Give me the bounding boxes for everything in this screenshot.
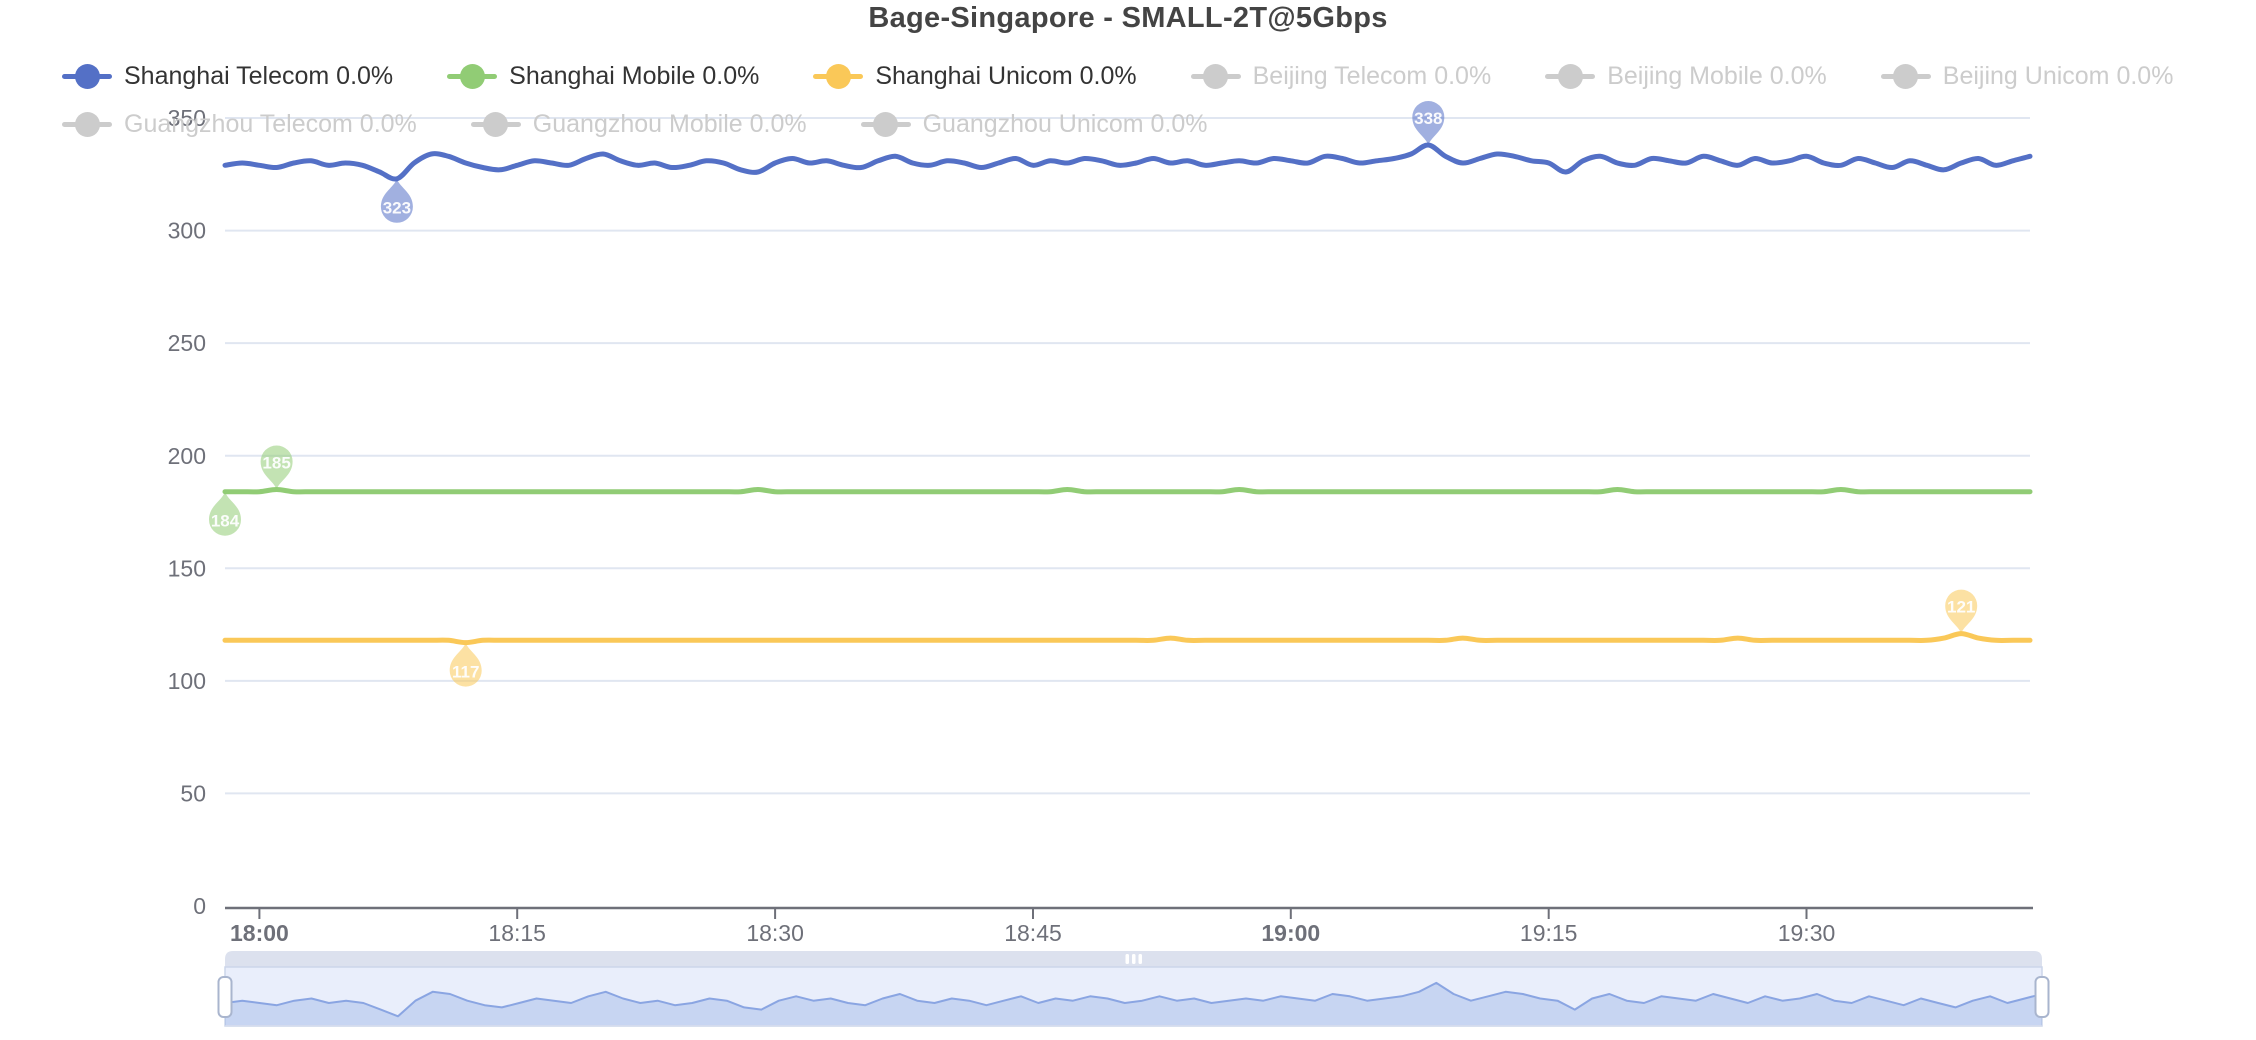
series-line-shanghai-mobile <box>222 487 2033 495</box>
x-axis: 18:00 18:15 18:30 18:45 19:00 19:15 19:30 <box>225 906 2033 946</box>
markpoint-min-shanghai-mobile: 184 <box>209 491 241 536</box>
markpoint-balloon-icon <box>380 178 413 223</box>
legend-item-beijing-unicom-0-0[interactable]: Beijing Unicom 0.0% <box>1880 58 2174 94</box>
legend-line-marker-icon <box>860 111 911 137</box>
data-zoom-area <box>225 982 2042 1025</box>
data-zoom-line <box>224 981 2043 1018</box>
markpoint-value: 185 <box>262 453 290 472</box>
y-axis-labels: 0 50 100 150 200 250 300 350 <box>168 105 206 919</box>
markpoint-balloon-icon <box>260 445 293 490</box>
data-zoom-slider <box>217 951 2050 1027</box>
data-zoom-handle-right[interactable] <box>2034 976 2050 1018</box>
legend-item-shanghai-telecom-0-0[interactable]: Shanghai Telecom 0.0% <box>62 58 393 94</box>
legend-label: Guangzhou Telecom 0.0% <box>124 110 417 138</box>
x-axis-label-19-00: 19:00 <box>1261 920 1320 946</box>
markpoint-min-shanghai-unicom: 117 <box>449 642 482 687</box>
legend-label: Shanghai Mobile 0.0% <box>509 62 760 90</box>
legend-row-1: Shanghai Telecom 0.0% Shanghai Mobile 0.0… <box>62 58 2173 94</box>
markpoint-max-shanghai-mobile: 185 <box>260 445 293 490</box>
y-axis-label-250: 250 <box>168 330 206 356</box>
legend-line-marker-icon <box>813 63 864 89</box>
y-axis-label-300: 300 <box>168 218 206 244</box>
legend-item-beijing-telecom-0-0[interactable]: Beijing Telecom 0.0% <box>1190 58 1492 94</box>
y-axis-label-0: 0 <box>193 893 206 919</box>
legend-item-shanghai-mobile-0-0[interactable]: Shanghai Mobile 0.0% <box>447 58 759 94</box>
legend-label: Guangzhou Unicom 0.0% <box>922 110 1208 138</box>
legend-icon-dot <box>74 111 100 137</box>
legend-item-guangzhou-unicom-0-0[interactable]: Guangzhou Unicom 0.0% <box>860 106 1208 142</box>
legend-label: Shanghai Telecom 0.0% <box>124 62 394 90</box>
legend-icon-dot <box>1203 63 1229 89</box>
grip-bar <box>1138 954 1142 964</box>
x-axis-label-18-15: 18:15 <box>488 920 546 946</box>
markpoint-balloon-icon <box>209 491 241 536</box>
series-line-shanghai-telecom <box>222 142 2033 182</box>
markpoint-balloon-icon <box>1412 101 1445 145</box>
markpoint-balloon-icon <box>449 642 482 687</box>
x-axis-label-18-00: 18:00 <box>230 920 289 946</box>
grid-lines <box>225 117 2030 795</box>
y-axis-label-200: 200 <box>168 443 206 469</box>
grip-bar <box>1132 954 1136 964</box>
legend-line-marker-icon <box>1880 63 1931 89</box>
legend-icon-dot <box>1557 63 1583 89</box>
x-axis-label-19-30: 19:30 <box>1778 920 1836 946</box>
data-zoom-handle-left[interactable] <box>217 976 233 1018</box>
legend-item-guangzhou-mobile-0-0[interactable]: Guangzhou Mobile 0.0% <box>470 106 807 142</box>
markpoint-value: 323 <box>383 199 411 218</box>
legend-label: Beijing Unicom 0.0% <box>1942 62 2174 90</box>
y-axis-label-150: 150 <box>168 555 206 581</box>
chart-title: Bage-Singapore - SMALL-2T@5Gbps <box>868 2 1388 34</box>
legend-item-beijing-mobile-0-0[interactable]: Beijing Mobile 0.0% <box>1545 58 1827 94</box>
legend-line-marker-icon <box>1545 63 1596 89</box>
legend-icon-dot <box>483 111 509 137</box>
legend-line-marker-icon <box>62 63 112 89</box>
legend-icon-dot <box>74 63 100 89</box>
legend-label: Guangzhou Mobile 0.0% <box>532 110 807 138</box>
markpoint-value: 121 <box>1947 598 1975 617</box>
legend-label: Shanghai Unicom 0.0% <box>875 62 1137 90</box>
legend-label: Beijing Mobile 0.0% <box>1607 62 1827 90</box>
legend-line-marker-icon <box>1190 63 1241 89</box>
series-line-shanghai-unicom <box>222 631 2033 646</box>
x-axis-label-18-45: 18:45 <box>1004 920 1062 946</box>
markpoint-value: 117 <box>452 663 479 682</box>
x-axis-label-19-15: 19:15 <box>1520 920 1578 946</box>
markpoint-balloon-icon <box>1945 589 1978 634</box>
markpoint-value: 184 <box>211 512 240 531</box>
markpoint-value: 338 <box>1414 109 1442 128</box>
legend-icon-dot <box>459 63 485 89</box>
markpoint-min-shanghai-telecom: 323 <box>380 178 413 223</box>
legend-line-marker-icon <box>62 111 112 137</box>
y-axis-label-50: 50 <box>180 780 206 806</box>
legend-row-2: Guangzhou Telecom 0.0% Guangzhou Mobile 0… <box>62 106 1207 142</box>
data-zoom-grip-icon[interactable] <box>1125 954 1143 964</box>
legend-label: Beijing Telecom 0.0% <box>1252 62 1492 90</box>
data-zoom-window[interactable] <box>224 966 2043 1027</box>
markpoint-max-shanghai-telecom: 338 <box>1412 101 1445 145</box>
legend-icon-dot <box>1893 63 1919 89</box>
grip-bar <box>1125 954 1129 964</box>
y-axis-label-350: 350 <box>168 105 206 131</box>
legend-line-marker-icon <box>470 111 521 137</box>
legend-line-marker-icon <box>447 63 498 89</box>
markpoint-max-shanghai-unicom: 121 <box>1945 589 1978 634</box>
legend-item-shanghai-unicom-0-0[interactable]: Shanghai Unicom 0.0% <box>813 58 1137 94</box>
y-axis-label-100: 100 <box>168 668 206 694</box>
x-axis-label-18-30: 18:30 <box>746 920 804 946</box>
legend-icon-dot <box>873 111 899 137</box>
legend-icon-dot <box>825 63 851 89</box>
legend-item-guangzhou-telecom-0-0[interactable]: Guangzhou Telecom 0.0% <box>62 106 417 142</box>
